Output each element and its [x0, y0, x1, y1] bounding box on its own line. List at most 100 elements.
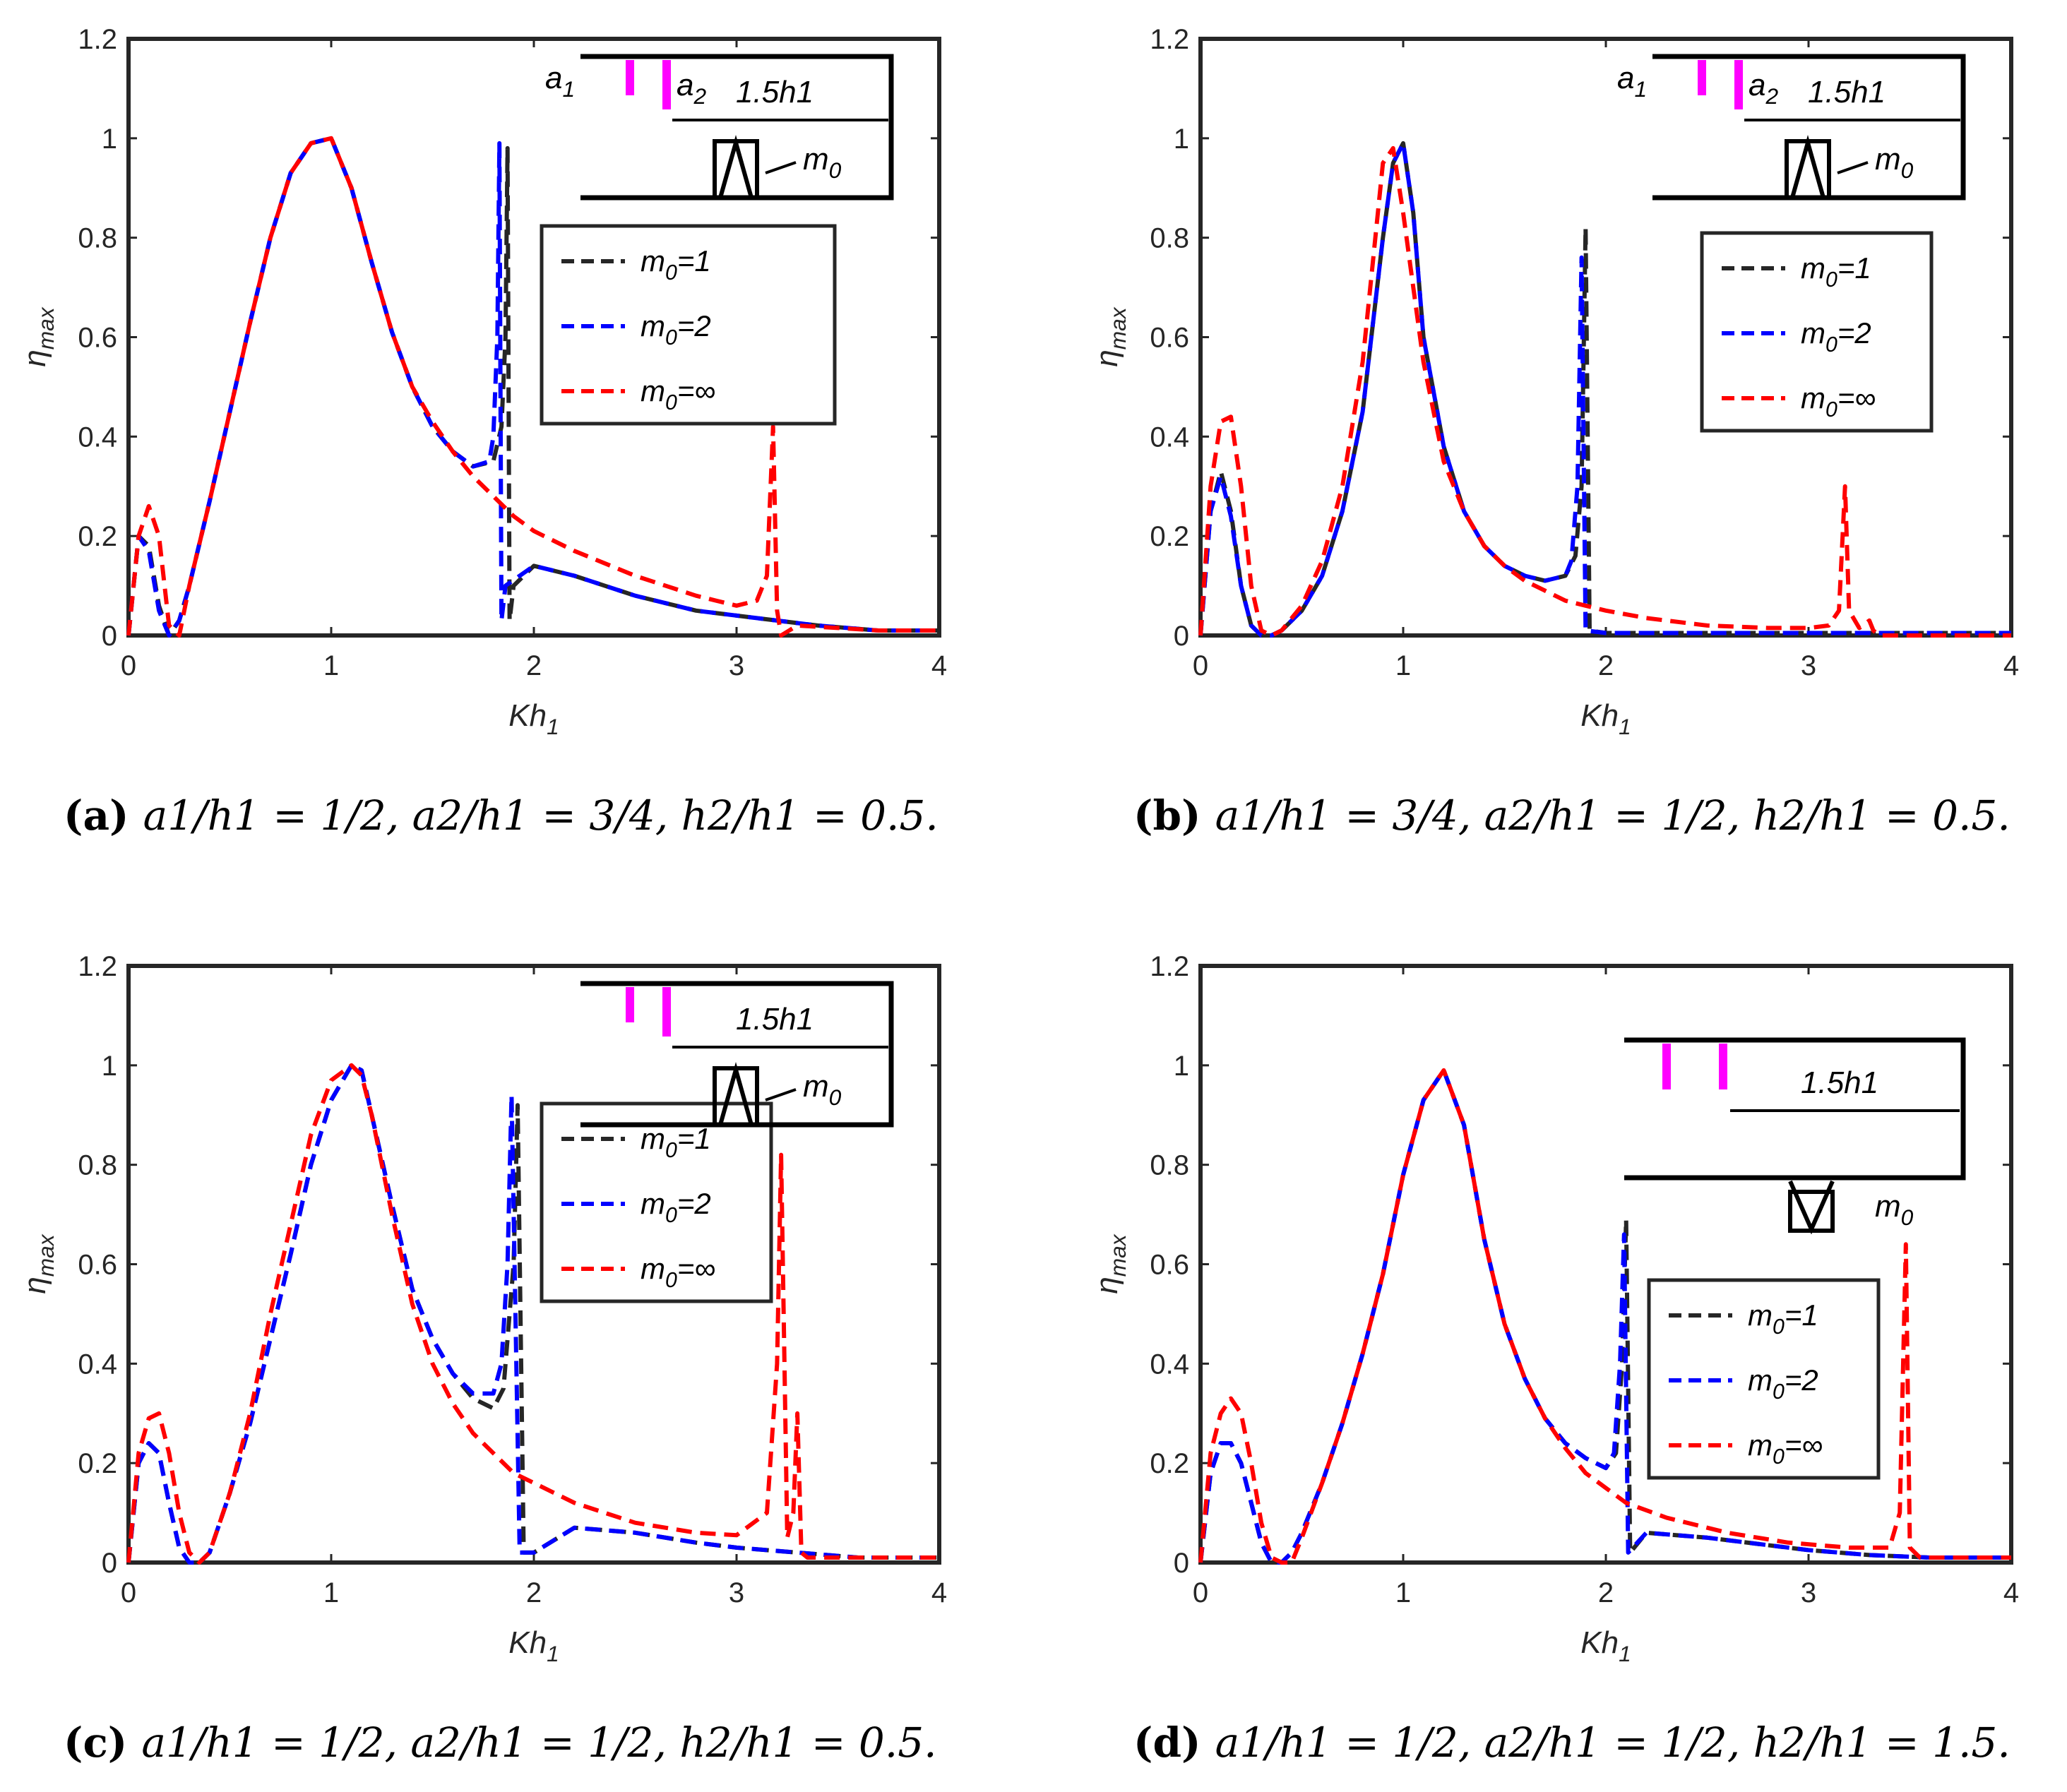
x-tick-label: 4 [2003, 1577, 2019, 1608]
y-tick-label: 0.4 [78, 422, 117, 453]
x-tick-label: 2 [1598, 1577, 1614, 1608]
x-axis-label: Kh1 [508, 1625, 559, 1666]
series-line-2 [126, 1063, 939, 1565]
y-tick-label: 0.8 [78, 223, 117, 254]
legend: m0=1 m0=2 m0=∞ [540, 224, 837, 426]
tank-outline [1624, 1037, 1966, 1181]
y-tick-label: 0.4 [1150, 422, 1189, 453]
x-tick-label: 4 [931, 650, 947, 681]
x-tick-label: 3 [729, 650, 744, 681]
inset-schematic: 1.5h1 m0 [1624, 1037, 1966, 1235]
y-tick-label: 1.2 [78, 24, 117, 55]
inset-label: 1.5h1 [736, 1002, 814, 1037]
y-tick-label: 0.2 [78, 521, 117, 552]
y-tick-label: 1.2 [1150, 24, 1189, 55]
y-tick-label: 0 [1174, 621, 1189, 652]
x-tick-label: 1 [323, 1577, 339, 1608]
x-tick-label: 2 [1598, 650, 1614, 681]
inset-label: 1.5h1 [1808, 75, 1886, 109]
x-tick-label: 1 [1395, 1577, 1411, 1608]
plot-frame [1198, 964, 2013, 1565]
x-tick-label: 4 [2003, 650, 2019, 681]
legend-entry: m0=2 [641, 1187, 711, 1227]
x-tick-label: 0 [121, 1577, 136, 1608]
y-tick-label: 0 [102, 621, 117, 652]
y-tick-label: 0.6 [1150, 323, 1189, 354]
series-line-1 [1198, 141, 2011, 638]
y-tick-label: 0 [1174, 1548, 1189, 1579]
legend-entry: m0=1 [641, 1122, 711, 1162]
y-axis-label: ηmax [1090, 306, 1131, 366]
y-tick-label: 0.8 [1150, 1150, 1189, 1181]
x-axis-label: Kh1 [508, 698, 559, 739]
legend: m0=1 m0=2 m0=∞ [1700, 231, 1934, 433]
inset-schematic: 1.5h1 m0 a1 a2 [1617, 54, 1966, 201]
legend-box [540, 1101, 773, 1303]
y-tick-label: 1 [102, 124, 117, 155]
y-tick-label: 1 [1174, 124, 1189, 155]
x-tick-label: 3 [1801, 650, 1816, 681]
legend-entry: m0=∞ [1748, 1428, 1823, 1469]
m0-arrow [765, 161, 797, 174]
legend-box [1700, 231, 1934, 433]
x-axis-label: Kh1 [1580, 1625, 1631, 1666]
series-line-3 [1198, 1068, 2011, 1565]
x-tick-label: 1 [1395, 650, 1411, 681]
x-tick-label: 4 [931, 1577, 947, 1608]
y-tick-label: 0.4 [78, 1349, 117, 1380]
panel-caption: (d) a1/h1 = 1/2, a2/h1 = 1/2, h2/h1 = 1.… [1133, 1719, 2011, 1767]
legend-entry: m0=2 [641, 309, 711, 350]
inset-label: a1 [545, 61, 575, 102]
inset-label: a2 [677, 68, 706, 109]
inset-label: m0 [1875, 142, 1914, 183]
x-tick-label: 0 [1193, 650, 1208, 681]
inset-label: m0 [1875, 1189, 1914, 1230]
x-tick-label: 3 [729, 1577, 744, 1608]
legend-box [1647, 1278, 1881, 1480]
y-tick-label: 1.2 [78, 951, 117, 982]
y-tick-label: 0.8 [1150, 223, 1189, 254]
chart-panel-d: 00.20.40.60.811.20 1 2 3 4Kh1ηmaxm0=1m0=2m0=… [1090, 951, 2019, 1767]
y-tick-label: 0.8 [78, 1150, 117, 1181]
floating-body-inner [718, 134, 753, 198]
x-tick-label: 2 [526, 650, 542, 681]
legend-entry: m0=∞ [641, 1252, 715, 1292]
m0-arrow [1837, 161, 1869, 174]
y-tick-label: 0.2 [1150, 521, 1189, 552]
y-tick-label: 1.2 [1150, 951, 1189, 982]
legend-entry: m0=∞ [1801, 381, 1876, 422]
legend: m0=1 m0=2 m0=∞ [1647, 1278, 1881, 1480]
series-line-2 [1198, 141, 2011, 638]
panel-caption: (b) a1/h1 = 3/4, a2/h1 = 1/2, h2/h1 = 0.… [1133, 792, 2011, 840]
series-line-2 [126, 136, 939, 638]
floating-body-inner [1788, 1180, 1835, 1235]
y-tick-label: 0.2 [78, 1448, 117, 1479]
chart-panel-c: 00.20.40.60.811.20 1 2 3 4Kh1ηmaxm0=1m0=2m0=… [18, 951, 947, 1767]
legend-entry: m0=∞ [641, 374, 715, 414]
y-tick-label: 0.6 [1150, 1250, 1189, 1281]
inset-schematic: 1.5h1 m0 a1 a2 [545, 54, 894, 201]
y-tick-label: 0.6 [78, 323, 117, 354]
legend-entry: m0=2 [1748, 1363, 1818, 1404]
y-tick-label: 0.6 [78, 1250, 117, 1281]
x-tick-label: 2 [526, 1577, 542, 1608]
plot-frame [126, 964, 941, 1565]
y-axis-label: ηmax [1090, 1234, 1131, 1294]
inset-label: m0 [803, 1069, 842, 1110]
inset-label: 1.5h1 [1801, 1065, 1878, 1100]
y-tick-label: 0.2 [1150, 1448, 1189, 1479]
series-line-3 [1198, 145, 2011, 638]
m0-arrow [765, 1088, 797, 1101]
inset-label: a2 [1749, 68, 1778, 109]
inset-label: a1 [1617, 61, 1647, 102]
x-tick-label: 3 [1801, 1577, 1816, 1608]
panel-caption: (a) a1/h1 = 1/2, a2/h1 = 3/4, h2/h1 = 0.… [64, 792, 939, 840]
legend-entry: m0=2 [1801, 316, 1871, 357]
inset-label: m0 [803, 142, 842, 183]
chart-panel-b: 00.20.40.60.811.20 1 2 3 4Kh1ηmaxm0=1m0=2m0=… [1090, 24, 2019, 840]
y-tick-label: 0.4 [1150, 1349, 1189, 1380]
series-line-2 [1198, 1068, 2011, 1565]
panel-caption: (c) a1/h1 = 1/2, a2/h1 = 1/2, h2/h1 = 0.… [64, 1719, 937, 1767]
legend-entry: m0=1 [641, 244, 711, 285]
